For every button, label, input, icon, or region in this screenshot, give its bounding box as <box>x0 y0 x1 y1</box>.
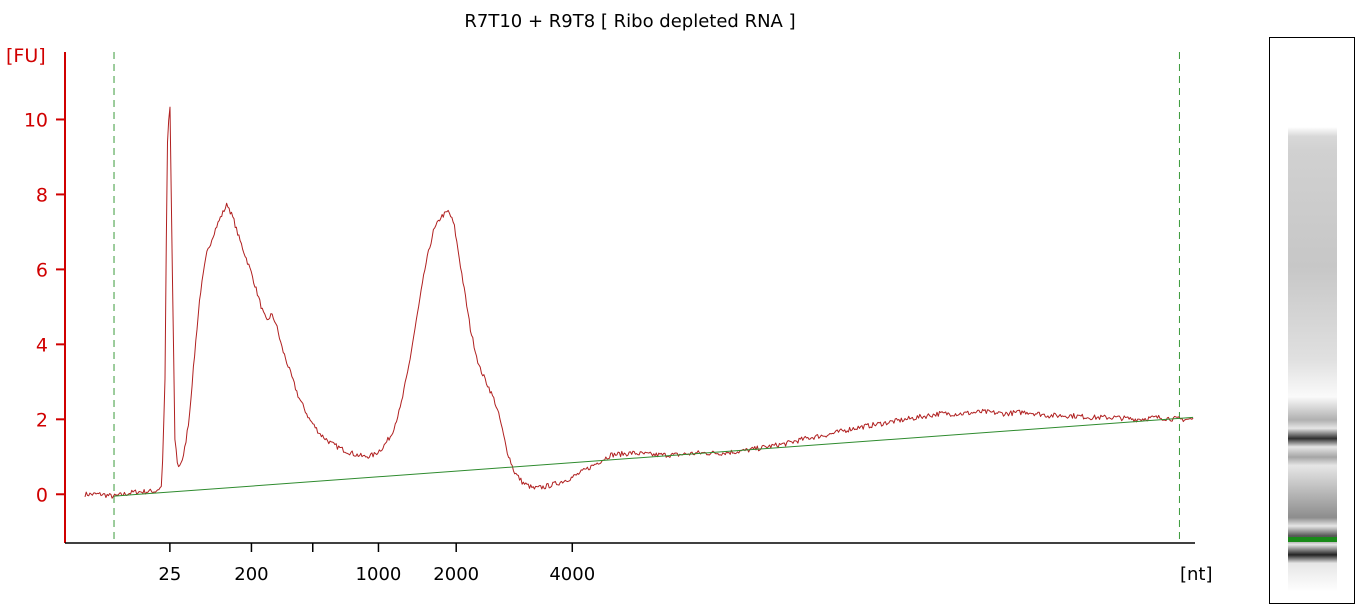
gel-lane <box>1288 127 1337 592</box>
y-tick-label: 8 <box>36 184 48 206</box>
baseline-line <box>113 416 1194 497</box>
y-tick-label: 0 <box>36 484 48 506</box>
y-tick-label: 4 <box>36 334 48 356</box>
gel-marker-band <box>1288 537 1337 542</box>
chart-title: R7T10 + R9T8 [ Ribo depleted RNA ] <box>464 11 795 32</box>
y-tick-label: 10 <box>24 109 48 131</box>
y-axis-unit-label: [FU] <box>6 45 46 67</box>
x-tick-label: 200 <box>234 564 268 585</box>
y-tick-label: 2 <box>36 409 48 431</box>
electropherogram-chart: R7T10 + R9T8 [ Ribo depleted RNA ] [FU] … <box>6 11 1213 585</box>
x-tick-label: 2000 <box>433 564 479 585</box>
gel-lane-image <box>1269 37 1355 604</box>
x-tick-label: 4000 <box>549 564 595 585</box>
y-tick-label: 6 <box>36 259 48 281</box>
x-tick-label: 25 <box>158 564 181 585</box>
x-axis-unit-label: [nt] <box>1180 564 1213 585</box>
signal-trace <box>84 106 1194 499</box>
x-tick-label: 1000 <box>356 564 402 585</box>
